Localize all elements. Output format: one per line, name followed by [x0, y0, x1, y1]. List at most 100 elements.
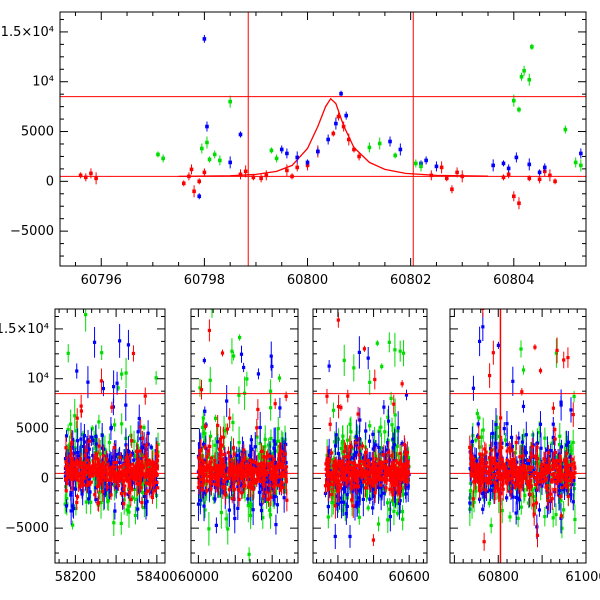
data-point-blue: [539, 446, 543, 450]
data-point-red: [295, 165, 300, 170]
data-point-red: [83, 453, 87, 458]
data-point-red: [75, 469, 79, 473]
data-point-green: [519, 505, 523, 509]
data-point-red: [356, 470, 360, 474]
data-point-red: [64, 460, 68, 464]
data-point-red: [92, 466, 96, 470]
data-point-blue: [91, 438, 95, 443]
data-point-green: [224, 517, 228, 521]
data-point-red: [126, 475, 130, 479]
data-point-red: [133, 474, 137, 479]
data-point-red: [349, 481, 354, 485]
data-point-green: [73, 446, 77, 450]
data-point-green: [247, 552, 251, 556]
data-point-red: [349, 445, 354, 449]
data-point-blue: [344, 113, 349, 118]
data-point-red: [155, 480, 159, 485]
data-point-red: [379, 478, 384, 482]
data-point-blue: [282, 496, 286, 500]
data-point-green: [214, 437, 219, 441]
data-point-red: [64, 489, 68, 493]
data-point-red: [138, 449, 142, 453]
data-point-blue: [270, 364, 274, 369]
data-point-red: [211, 472, 215, 476]
data-point-blue: [94, 442, 98, 446]
data-point-red: [240, 476, 244, 481]
data-point-red: [116, 478, 120, 482]
data-point-red: [272, 457, 276, 462]
x-tick-label: 60000: [178, 570, 219, 585]
data-point-red: [149, 473, 153, 477]
data-point-red: [239, 464, 243, 468]
data-point-red: [93, 456, 98, 460]
data-point-red: [363, 450, 368, 455]
data-point-red: [151, 465, 155, 469]
data-point-green: [554, 470, 558, 474]
data-point-red: [128, 469, 132, 473]
data-point-red: [72, 461, 76, 465]
data-point-blue: [124, 403, 128, 407]
data-point-red: [89, 480, 93, 484]
data-point-red: [338, 459, 342, 463]
data-point-red: [357, 446, 361, 450]
data-point-blue: [139, 437, 143, 441]
data-point-red: [338, 465, 342, 470]
data-point-blue: [86, 380, 90, 384]
data-point-blue: [259, 508, 264, 513]
data-point-green: [339, 446, 343, 451]
data-point-red: [107, 466, 111, 471]
data-point-red: [236, 473, 240, 477]
data-point-red: [201, 459, 205, 463]
data-point-blue: [109, 460, 113, 464]
data-point-red: [244, 474, 249, 478]
data-point-blue: [63, 457, 68, 461]
data-point-red: [373, 472, 377, 476]
y-tick-label: −5000: [10, 224, 54, 239]
data-point-red: [101, 490, 105, 494]
data-point-green: [161, 156, 165, 161]
data-point-red: [273, 402, 277, 406]
data-point-red: [362, 469, 366, 473]
data-point-green: [348, 422, 352, 426]
data-point-red: [393, 478, 397, 482]
data-point-red: [334, 480, 338, 484]
data-point-blue: [333, 534, 337, 539]
data-point-blue: [345, 493, 349, 497]
data-point-blue: [87, 456, 91, 460]
data-point-blue: [305, 160, 310, 165]
data-point-blue: [357, 496, 361, 500]
data-point-red: [278, 488, 283, 492]
data-point-red: [226, 476, 230, 480]
data-point-blue: [391, 446, 395, 450]
data-point-green: [74, 507, 78, 511]
data-point-red: [248, 458, 252, 462]
data-point-green: [479, 435, 483, 439]
data-point-green: [345, 438, 350, 442]
data-point-blue: [481, 325, 485, 329]
data-point-green: [218, 158, 222, 163]
data-point-blue: [271, 487, 275, 491]
data-point-red: [85, 483, 89, 487]
data-point-green: [267, 443, 271, 447]
x-tick-label: 58400: [136, 570, 177, 585]
data-point-red: [243, 455, 247, 460]
data-point-red: [278, 475, 283, 479]
data-point-red: [402, 443, 406, 447]
data-point-red: [399, 459, 403, 463]
data-point-red: [98, 463, 102, 467]
data-point-green: [554, 512, 558, 517]
data-point-red: [389, 464, 393, 468]
data-point-blue: [511, 495, 515, 499]
data-point-red: [373, 467, 377, 471]
data-point-red: [256, 407, 260, 412]
data-point-blue: [376, 485, 381, 490]
data-point-green: [537, 430, 541, 435]
data-point-blue: [239, 352, 244, 356]
data-point-blue: [198, 498, 202, 502]
data-point-red: [86, 458, 90, 462]
data-point-red: [400, 382, 404, 386]
data-point-red: [404, 462, 408, 466]
data-point-red: [284, 465, 289, 469]
data-point-green: [283, 438, 287, 442]
data-point-red: [216, 423, 220, 428]
